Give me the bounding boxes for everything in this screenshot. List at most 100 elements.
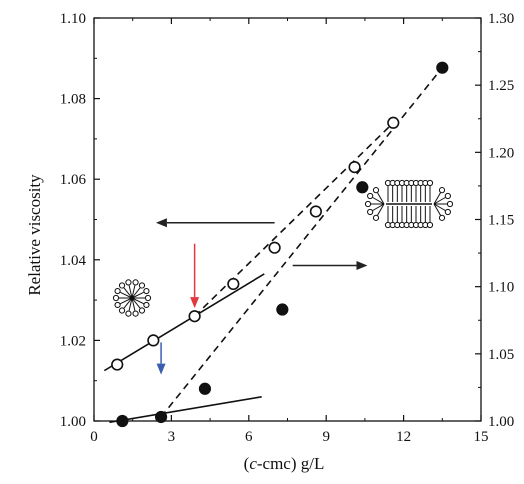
surfactant-tail [128,297,133,311]
surfactant-head [446,200,454,208]
open-circle-point [111,358,124,371]
surfactant-head [118,307,126,314]
surfactant-tail [433,203,441,216]
annotation-arrow-head [356,260,368,270]
surfactant-head [372,187,380,194]
y-left-tick-label: 1.10 [60,11,86,27]
filled-circle-point [154,410,168,424]
surfactant-head [125,279,132,286]
surfactant-head [438,187,446,194]
surfactant-tail [433,203,446,211]
surfactant-head [114,301,121,309]
solid-fit-line [103,273,265,372]
surfactant-tail [128,285,133,299]
filled-circle-point [198,382,212,395]
surfactant-head [114,287,121,295]
y-right-tick-label: 1.10 [488,280,514,296]
x-tick-label: 12 [396,429,411,445]
y-right-tick-label: 1.05 [488,347,514,363]
surfactant-tail [131,285,136,299]
surfactant-head [367,208,374,216]
solid-fit-line [109,396,262,424]
surfactant-head [444,208,451,216]
surfactant-tail [372,203,385,211]
x-tick-label: 15 [474,429,489,445]
surfactant-tail [131,297,136,311]
surfactant-tail [120,291,133,299]
surfactant-head [143,301,150,309]
surfactant-head [118,282,126,289]
surfactant-head [143,287,150,295]
surfactant-tail [372,197,385,205]
y-right-tick-label: 1.15 [488,213,514,229]
filled-circle-point [276,303,289,316]
y-right-tick-label: 1.30 [488,11,514,27]
x-tick-label: 0 [90,429,98,445]
surfactant-tail [433,197,446,205]
surfactant-head [367,192,374,200]
filled-circle-point [116,414,129,428]
surfactant-head [125,310,132,317]
surfactant-tail [123,297,133,309]
surfactant-head [364,200,372,208]
data-points-group [111,61,449,428]
x-axis-title: (c-cmc) g/L [244,454,325,473]
rod-micelle-icon [364,179,454,229]
surfactant-tail [131,291,144,299]
open-circle-point [309,205,322,218]
open-circle-point [348,161,361,174]
surfactant-tail [131,297,141,309]
y-right-tick-label: 1.00 [488,414,514,430]
surfactant-head [144,294,152,302]
y-axis-title: Relative viscosity [25,174,44,296]
surfactant-tail [120,297,133,305]
filled-circle-point [356,181,369,194]
surfactant-tail [377,203,385,216]
annotation-arrow-head [156,363,166,375]
surfactant-tail [377,192,385,205]
y-left-tick-label: 1.06 [60,172,87,188]
surfactant-head [426,179,434,187]
surfactant-head [138,307,146,314]
x-axis-title-prefix: ( [244,454,250,473]
filled-circle-point [436,61,449,74]
open-circle-point [147,334,160,347]
y-left-tick-label: 1.00 [60,414,86,430]
x-axis-title-rest: -cmc) g/L [257,454,325,473]
surfactant-tail [433,192,441,205]
surfactant-tail [131,287,141,299]
annotations-group [155,218,368,375]
axis-ticks-group: 0 3 6 9 12 151.001.021.041.061.081.101.001.05… [60,11,515,445]
surfactant-head [438,214,446,221]
open-circle-point [227,277,240,291]
surfactant-head [444,192,451,200]
x-axis-title-italic: c [249,454,257,473]
surfactant-head [132,310,139,317]
y-left-tick-label: 1.08 [60,92,86,108]
dashed-fit-line [194,122,394,317]
spherical-micelle-icon [112,279,152,317]
y-right-tick-label: 1.20 [488,145,514,161]
y-left-tick-label: 1.04 [60,253,87,269]
surfactant-tail [123,287,133,299]
open-circle-point [188,310,201,323]
surfactant-tail [131,297,144,305]
dashed-fit-line [160,67,443,418]
annotation-arrow-head [190,297,200,309]
surfactant-head [112,294,120,302]
x-tick-label: 9 [322,429,330,445]
open-circle-point [387,116,400,129]
plot-frame-group [93,17,482,422]
surfactant-head [138,282,146,289]
x-tick-label: 3 [168,429,176,445]
open-circle-point [268,241,281,254]
y-left-tick-label: 1.02 [60,333,86,349]
x-tick-label: 6 [245,429,253,445]
plot-frame [93,17,482,422]
surfactant-head [132,279,139,286]
y-right-tick-label: 1.25 [488,78,514,94]
annotation-arrow-head [155,218,167,228]
surfactant-head [372,214,380,221]
surfactant-head [426,221,434,229]
